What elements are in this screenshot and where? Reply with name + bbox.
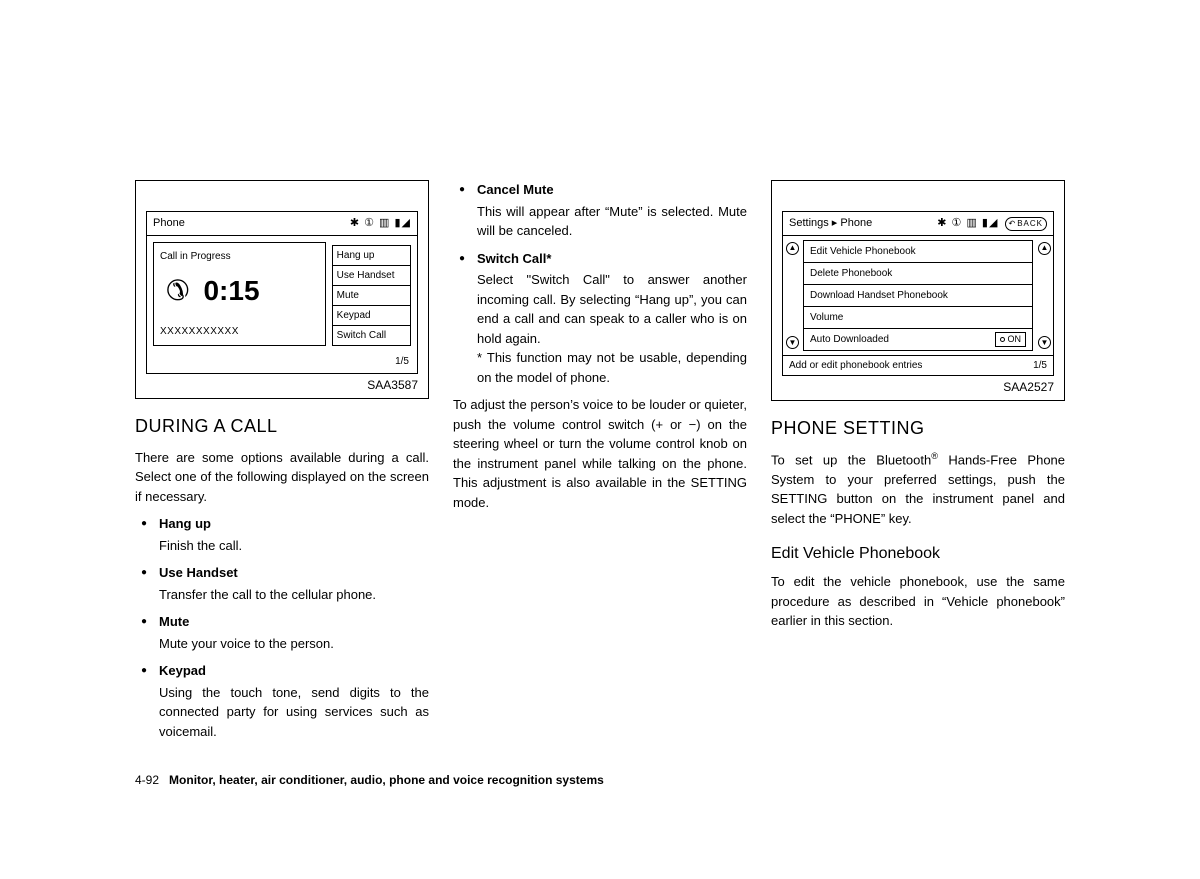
scroll-down-icon[interactable]: ▼ [786,336,799,349]
fig2-right-rail: ▲ ▼ [1035,236,1053,356]
fig2-header: Settings ▸ Phone ✱ ① ▥ ▮◢ ↶BACK [783,212,1053,236]
fig2-header-title: Settings ▸ Phone [789,215,872,232]
page-columns: Phone ✱ ① ▥ ▮◢ Call in Progress ✆ 0:15 X… [135,180,1065,749]
scroll-down-icon[interactable]: ▼ [1038,336,1051,349]
page-number: 4-92 [135,773,159,787]
registered-icon: ® [931,451,938,461]
toggle-on[interactable]: ON [995,332,1027,348]
row-delete-phonebook[interactable]: Delete Phonebook [803,262,1033,284]
fig2-screen: Settings ▸ Phone ✱ ① ▥ ▮◢ ↶BACK ▲ ▼ Edit… [782,211,1054,376]
fig1-body: Call in Progress ✆ 0:15 XXXXXXXXXXX Hang… [147,236,417,352]
fig1-header-title: Phone [153,215,185,232]
figure-2: Settings ▸ Phone ✱ ① ▥ ▮◢ ↶BACK ▲ ▼ Edit… [771,180,1065,401]
fig2-footer: Add or edit phonebook entries 1/5 [783,355,1053,375]
row-download-handset[interactable]: Download Handset Phonebook [803,284,1033,306]
scroll-up-icon[interactable]: ▲ [1038,242,1051,255]
fig1-header: Phone ✱ ① ▥ ▮◢ [147,212,417,236]
row-volume[interactable]: Volume [803,306,1033,328]
row-auto-downloaded[interactable]: Auto Downloaded ON [803,328,1033,352]
figure1-id: SAA3587 [146,374,418,394]
item-use-handset: Use HandsetTransfer the call to the cell… [141,563,429,604]
col3-p2: To edit the vehicle phonebook, use the s… [771,572,1065,631]
fig1-call-panel: Call in Progress ✆ 0:15 XXXXXXXXXXX [153,242,326,346]
column-3: Settings ▸ Phone ✱ ① ▥ ▮◢ ↶BACK ▲ ▼ Edit… [771,180,1065,749]
call-in-progress-label: Call in Progress [160,249,319,264]
scroll-up-icon[interactable]: ▲ [786,242,799,255]
col3-p1: To set up the Bluetooth® Hands-Free Phon… [771,450,1065,528]
fig2-list: Edit Vehicle Phonebook Delete Phonebook … [801,236,1035,356]
heading-during-a-call: DURING A CALL [135,413,429,440]
phone-icon: ✆ [166,270,189,312]
figure2-id: SAA2527 [782,376,1054,396]
fig2-footer-hint: Add or edit phonebook entries [789,358,922,373]
figure-1: Phone ✱ ① ▥ ▮◢ Call in Progress ✆ 0:15 X… [135,180,429,399]
caller-id: XXXXXXXXXXX [160,324,319,339]
menu-switch-call[interactable]: Switch Call [332,325,411,346]
fig1-header-icons: ✱ ① ▥ ▮◢ [350,215,411,232]
col1-intro: There are some options available during … [135,448,429,507]
fig1-pagenum: 1/5 [147,352,417,373]
menu-keypad[interactable]: Keypad [332,305,411,325]
item-cancel-mute: Cancel MuteThis will appear after “Mute”… [459,180,747,241]
heading-phone-setting: PHONE SETTING [771,415,1065,442]
item-keypad: KeypadUsing the touch tone, send digits … [141,661,429,741]
col2-para: To adjust the person’s voice to be loude… [453,395,747,512]
column-2: Cancel MuteThis will appear after “Mute”… [453,180,747,749]
fig1-screen: Phone ✱ ① ▥ ▮◢ Call in Progress ✆ 0:15 X… [146,211,418,374]
row-edit-phonebook[interactable]: Edit Vehicle Phonebook [803,240,1033,262]
fig2-left-rail: ▲ ▼ [783,236,801,356]
page-footer: 4-92 Monitor, heater, air conditioner, a… [135,771,1065,789]
fig1-menu: Hang up Use Handset Mute Keypad Switch C… [332,242,411,346]
column-1: Phone ✱ ① ▥ ▮◢ Call in Progress ✆ 0:15 X… [135,180,429,749]
heading-edit-vehicle-phonebook: Edit Vehicle Phonebook [771,542,1065,566]
col1-list: Hang upFinish the call. Use HandsetTrans… [135,514,429,741]
menu-hang-up[interactable]: Hang up [332,245,411,265]
back-button[interactable]: ↶BACK [1005,217,1048,231]
menu-use-handset[interactable]: Use Handset [332,265,411,285]
fig2-header-icons: ✱ ① ▥ ▮◢ ↶BACK [937,215,1047,232]
item-switch-call: Switch Call* Select "Switch Call" to ans… [459,249,747,388]
call-timer: 0:15 [203,270,259,312]
chapter-title: Monitor, heater, air conditioner, audio,… [169,773,604,787]
col2-list: Cancel MuteThis will appear after “Mute”… [453,180,747,387]
item-hang-up: Hang upFinish the call. [141,514,429,555]
menu-mute[interactable]: Mute [332,285,411,305]
fig2-body: ▲ ▼ Edit Vehicle Phonebook Delete Phoneb… [783,236,1053,356]
item-mute: MuteMute your voice to the person. [141,612,429,653]
fig2-pagenum: 1/5 [1033,358,1047,373]
